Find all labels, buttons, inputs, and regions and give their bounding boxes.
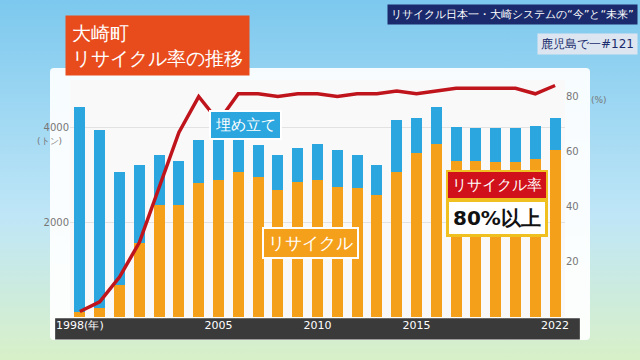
svg-text:2010: 2010	[304, 319, 332, 332]
svg-text:60: 60	[566, 146, 579, 157]
svg-text:リサイクル率: リサイクル率	[452, 176, 542, 194]
svg-text:4000: 4000	[44, 122, 69, 133]
svg-text:大崎町リサイクル率の推移: 大崎町リサイクル率の推移	[72, 22, 243, 69]
svg-text:40: 40	[566, 201, 579, 212]
svg-text:リサイクル: リサイクル	[268, 233, 353, 253]
svg-text:埋め立て: 埋め立て	[215, 116, 276, 134]
svg-text:1998(年): 1998(年)	[56, 319, 104, 332]
svg-text:リサイクル日本一・大崎システムの“今”と“未来”: リサイクル日本一・大崎システムの“今”と“未来”	[391, 8, 634, 21]
svg-text:20: 20	[566, 256, 579, 267]
svg-text:80: 80	[566, 91, 579, 102]
svg-text:80%以上: 80%以上	[453, 206, 541, 230]
svg-text:2005: 2005	[205, 319, 233, 332]
svg-text:2000: 2000	[44, 217, 69, 228]
svg-text:2022: 2022	[541, 319, 569, 332]
svg-text:2015: 2015	[403, 319, 431, 332]
svg-text:鹿児島で一#121: 鹿児島で一#121	[541, 37, 634, 51]
svg-text:(トン): (トン)	[37, 136, 62, 146]
svg-text:(%): (%)	[591, 95, 607, 105]
